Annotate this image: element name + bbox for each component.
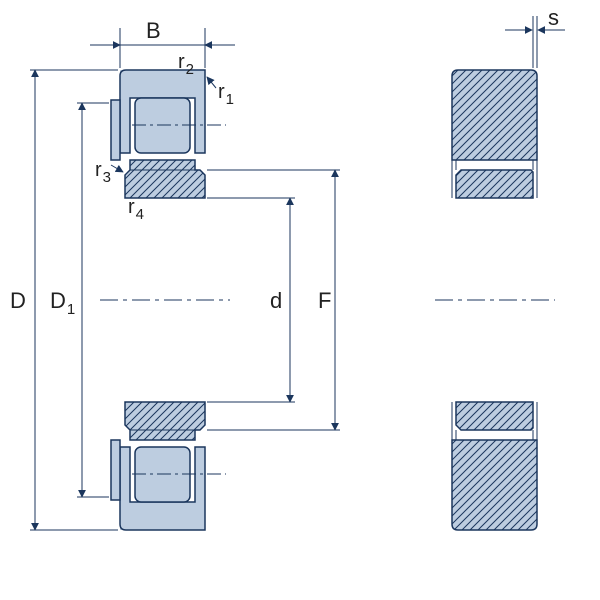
inner-ring-bottom [125, 402, 205, 440]
label-D: D [10, 288, 26, 313]
bearing-diagram: D D1 B d [0, 0, 600, 600]
label-s: s [548, 5, 559, 30]
inner-ring-bottom-right [456, 402, 533, 430]
outer-ring-bottom-right [452, 440, 537, 530]
inner-ring-top-right [456, 170, 533, 198]
flange-top [111, 100, 120, 160]
label-B: B [146, 18, 161, 43]
label-d: d [270, 288, 282, 313]
inner-ring-top [125, 160, 205, 198]
outer-ring-top-right [452, 70, 537, 160]
flange-bottom [111, 440, 120, 500]
label-F: F [318, 288, 331, 313]
